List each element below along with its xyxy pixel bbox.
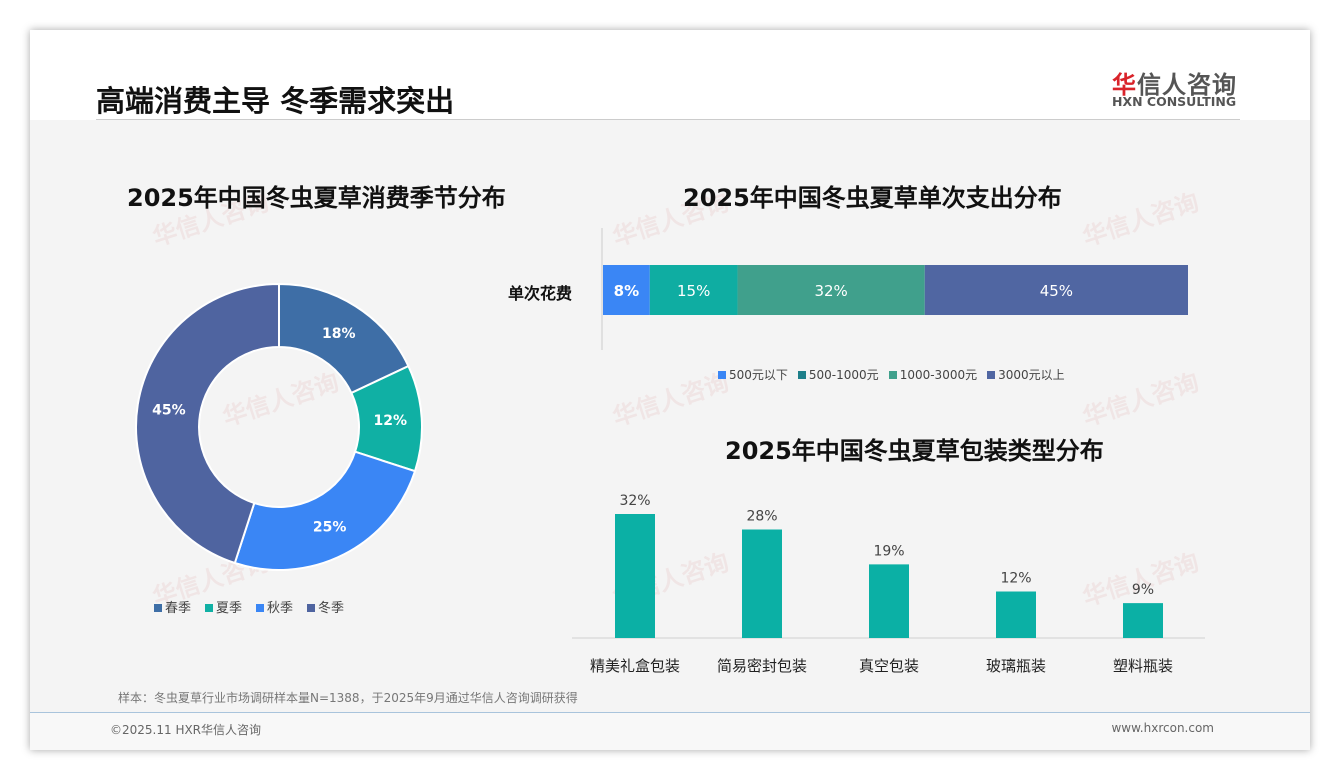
donut-legend: 春季 夏季 秋季 冬季 — [154, 597, 344, 616]
column-bar-塑料瓶装 — [1123, 603, 1163, 638]
legend-item: 冬季 — [307, 597, 344, 616]
column-category-label: 塑料瓶装 — [1113, 657, 1173, 675]
legend-item: 500元以下 — [718, 366, 788, 383]
stacked-label: 45% — [1040, 282, 1073, 300]
donut-label: 18% — [322, 326, 356, 342]
donut-label: 45% — [152, 403, 186, 419]
charts-canvas: 18% 12% 25% 45% 8% 15% 32% 45% 32% 精美礼盒包装 28% 简易密封包… — [135, 228, 1205, 675]
column-category-label: 简易密封包装 — [717, 657, 807, 675]
stacked-category: 单次花费 — [508, 284, 573, 303]
stacked-segment-500-1000元 — [649, 265, 738, 315]
column-value-label: 28% — [746, 509, 777, 525]
column-bar-玻璃瓶装 — [996, 591, 1036, 638]
column-value-label: 32% — [619, 493, 650, 509]
slide: 高端消费主导 冬季需求突出 华信人咨询 HXN CONSULTING 华信人咨询… — [30, 30, 1310, 750]
logo-en: HXN CONSULTING — [1112, 94, 1237, 109]
header — [30, 30, 1310, 120]
column-bar-精美礼盒包装 — [615, 514, 655, 638]
legend-item: 春季 — [154, 597, 191, 616]
column-bar-真空包装 — [869, 564, 909, 638]
donut-title: 2025年中国冬虫夏草消费季节分布 — [127, 184, 506, 212]
stacked-segment-500元以下 — [603, 265, 650, 315]
column-bar-简易密封包装 — [742, 529, 782, 638]
legend-item: 500-1000元 — [797, 366, 879, 383]
donut-label: 12% — [374, 413, 408, 429]
donut-label: 25% — [313, 519, 347, 535]
donut-slice-冬季 — [135, 282, 280, 565]
page-title: 高端消费主导 冬季需求突出 — [96, 84, 455, 118]
footer: ©2025.11 HXR华信人咨询 www.hxrcon.com — [30, 712, 1310, 750]
copyright: ©2025.11 HXR华信人咨询 — [110, 723, 262, 737]
donut-slice-秋季 — [233, 450, 417, 571]
column-value-label: 19% — [873, 543, 904, 559]
stacked-title: 2025年中国冬虫夏草单次支出分布 — [683, 184, 1062, 212]
column-value-label: 9% — [1132, 582, 1154, 598]
stacked-label: 15% — [677, 282, 710, 300]
legend-item: 1000-3000元 — [888, 366, 977, 383]
stacked-legend: 500元以下 500-1000元 1000-3000元 3000元以上 — [718, 366, 1065, 383]
stacked-segment-1000-3000元 — [737, 265, 925, 315]
column-category-label: 真空包装 — [859, 657, 919, 675]
legend-item: 夏季 — [205, 597, 242, 616]
legend-item: 秋季 — [256, 597, 293, 616]
stacked-label: 8% — [614, 282, 639, 300]
stacked-segment-3000元以上 — [924, 265, 1188, 315]
column-category-label: 玻璃瓶装 — [986, 657, 1046, 675]
legend-item: 3000元以上 — [987, 366, 1065, 383]
source-note: 样本：冬虫夏草行业市场调研样本量N=1388，于2025年9月通过华信人咨询调研… — [118, 691, 578, 705]
website-link[interactable]: www.hxrcon.com — [1111, 721, 1214, 735]
column-title: 2025年中国冬虫夏草包装类型分布 — [725, 437, 1104, 465]
column-category-label: 精美礼盒包装 — [590, 657, 680, 675]
logo: 华信人咨询 — [1112, 71, 1237, 99]
stacked-label: 32% — [814, 282, 847, 300]
column-value-label: 12% — [1000, 571, 1031, 587]
divider — [96, 119, 1240, 120]
